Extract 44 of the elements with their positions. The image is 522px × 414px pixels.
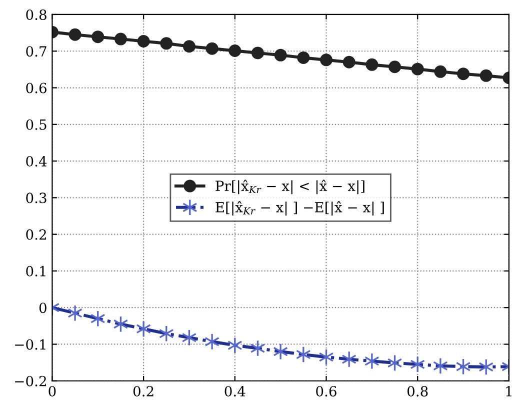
y-tick-label: −0.2 bbox=[15, 376, 46, 386]
point bbox=[411, 62, 424, 76]
point bbox=[204, 333, 220, 350]
point bbox=[160, 37, 173, 50]
point bbox=[136, 320, 151, 338]
point bbox=[364, 352, 380, 370]
point bbox=[92, 30, 104, 44]
point bbox=[432, 357, 448, 374]
point bbox=[388, 60, 402, 74]
point bbox=[274, 48, 287, 62]
y-tick-label: 0.5 bbox=[26, 119, 46, 130]
y-tick-label: 0.1 bbox=[26, 266, 46, 276]
y-tick-label: 0.4 bbox=[26, 156, 47, 167]
point bbox=[434, 65, 447, 78]
x-tick-label: 0.8 bbox=[407, 386, 428, 396]
y-tick-label: −0.1 bbox=[15, 339, 46, 350]
y-tick-label: 0.8 bbox=[26, 9, 46, 20]
point bbox=[320, 54, 332, 66]
point bbox=[342, 56, 356, 68]
y-tick-label: 0.7 bbox=[26, 46, 46, 57]
x-tick-label: 0.4 bbox=[224, 386, 246, 396]
point bbox=[68, 28, 82, 41]
point bbox=[228, 44, 242, 58]
legend-label: E[|x̂$_{Kr}$ − x| ] −E[|x̂ − x| ] bbox=[216, 201, 384, 216]
point bbox=[273, 343, 288, 360]
point bbox=[206, 42, 218, 55]
x-tick-label: 1 bbox=[506, 386, 512, 396]
legend-label: Pr[|x̂$_{Kr}$ − x| < |x̂ − x|] bbox=[216, 180, 364, 194]
point bbox=[182, 40, 196, 53]
y-tick-label: 0 bbox=[39, 302, 46, 314]
point bbox=[480, 69, 492, 82]
y-tick-label: 0.2 bbox=[26, 229, 46, 240]
point bbox=[366, 58, 378, 71]
x-tick-label: 0.2 bbox=[133, 386, 154, 396]
point bbox=[457, 68, 470, 80]
x-tick-label: 0.6 bbox=[316, 386, 336, 396]
y-tick-label: 0.3 bbox=[26, 192, 46, 204]
point bbox=[297, 51, 310, 64]
point bbox=[251, 46, 264, 60]
point bbox=[137, 34, 150, 48]
y-tick-label: 0.6 bbox=[26, 82, 46, 94]
point bbox=[68, 304, 82, 322]
point bbox=[114, 32, 127, 46]
x-tick-label: 0 bbox=[48, 386, 56, 396]
